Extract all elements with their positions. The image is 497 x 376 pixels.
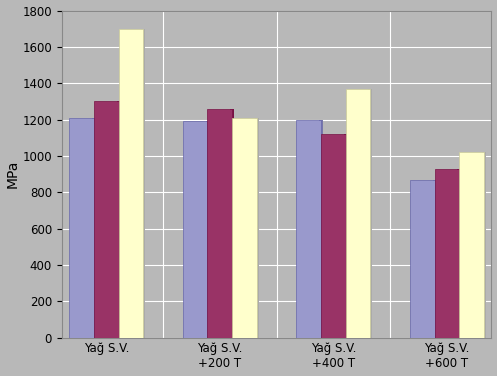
Bar — [344, 134, 348, 338]
Bar — [410, 179, 435, 338]
Bar — [230, 109, 234, 338]
Bar — [319, 120, 323, 338]
Bar — [119, 29, 143, 338]
Bar — [92, 118, 96, 338]
Bar — [141, 29, 145, 338]
Bar — [69, 118, 94, 338]
Bar — [435, 168, 459, 338]
Bar — [183, 121, 207, 338]
Bar — [117, 102, 121, 338]
Bar — [321, 134, 346, 338]
Bar — [232, 118, 257, 338]
Bar — [457, 168, 461, 338]
Bar — [346, 89, 370, 338]
Y-axis label: MPa: MPa — [5, 160, 19, 188]
Bar — [206, 121, 209, 338]
Bar — [207, 109, 232, 338]
Bar — [433, 179, 437, 338]
Bar — [296, 120, 321, 338]
Bar — [459, 152, 484, 338]
Bar — [368, 89, 372, 338]
Bar — [482, 152, 486, 338]
Bar — [255, 118, 259, 338]
Bar — [94, 102, 119, 338]
